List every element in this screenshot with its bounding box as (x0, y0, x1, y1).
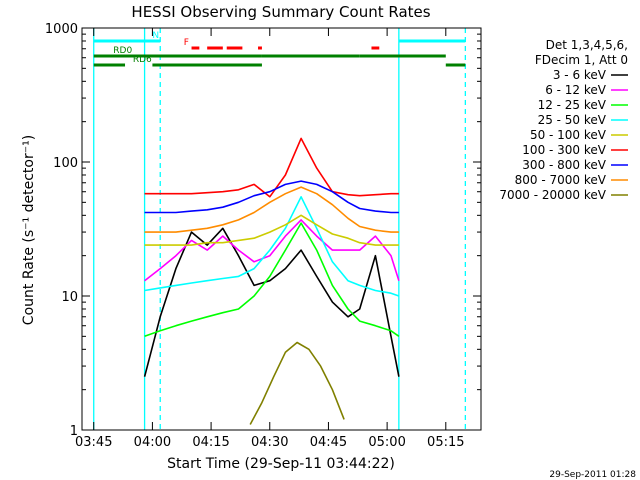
y-tick-label-3: 1000 (45, 22, 78, 37)
legend-label-300-800-kev: 300 - 800 keV (522, 158, 606, 172)
flag-label-n: N (152, 31, 159, 41)
x-tick-label-4: 04:45 (310, 435, 347, 450)
flag-label-rd0: RD0 (113, 46, 132, 56)
legend-label-25-50-kev: 25 - 50 keV (538, 113, 607, 127)
axes: 03:45 04:00 04:15 04:30 04:45 05:00 05:15 1 10 10… (45, 22, 481, 450)
vertical-markers (93, 28, 467, 430)
legend-label-6-12-kev: 6 - 12 keV (545, 83, 607, 97)
y-tick-label-1: 10 (61, 290, 78, 305)
series-line-300-800-kev (144, 180, 399, 214)
flag-label-f: F (184, 38, 189, 48)
footer-timestamp: 29-Sep-2011 01:28 (549, 470, 636, 480)
legend: Det 1,3,4,5,6,FDecim 1, Att 03 - 6 keV6 … (499, 38, 628, 202)
legend-label-12-25-kev: 12 - 25 keV (538, 98, 607, 112)
series-line-12-25-kev (144, 222, 400, 338)
y-tick-label-0: 1 (70, 424, 78, 439)
legend-title-line-0: Det 1,3,4,5,6, (546, 38, 628, 52)
x-axis-label: Start Time (29-Sep-11 03:44:22) (167, 456, 395, 472)
legend-label-7000-20000-kev: 7000 - 20000 keV (499, 188, 606, 202)
y-axis-label: Count Rate (s⁻¹ detector⁻¹) (21, 135, 37, 325)
data-series (143, 137, 400, 425)
series-line-800-7000-kev (144, 186, 399, 233)
legend-title-line-1: FDecim 1, Att 0 (535, 53, 628, 67)
flag-label-rd6: RD6 (133, 55, 152, 65)
x-tick-label-5: 05:00 (368, 435, 405, 450)
series-line-3-6-kev (143, 227, 400, 377)
chart-title: HESSI Observing Summary Count Rates (131, 3, 430, 21)
series-line-100-300-kev (144, 137, 399, 198)
series-line-7000-20000-kev (249, 341, 345, 425)
legend-label-100-300-kev: 100 - 300 keV (522, 143, 606, 157)
legend-label-800-7000-kev: 800 - 7000 keV (515, 173, 607, 187)
x-tick-label-2: 04:15 (192, 435, 229, 450)
x-tick-label-6: 05:15 (427, 435, 464, 450)
x-tick-label-3: 04:30 (251, 435, 288, 450)
x-tick-label-1: 04:00 (134, 435, 171, 450)
legend-label-50-100-kev: 50 - 100 keV (530, 128, 607, 142)
plot-frame (81, 27, 482, 431)
x-tick-label-0: 03:45 (75, 435, 112, 450)
y-tick-label-2: 100 (53, 156, 78, 171)
legend-label-3-6-kev: 3 - 6 keV (553, 68, 607, 82)
series-line-50-100-kev (144, 214, 399, 246)
series-line-6-12-kev (144, 219, 400, 282)
series-line-25-50-kev (144, 196, 400, 297)
